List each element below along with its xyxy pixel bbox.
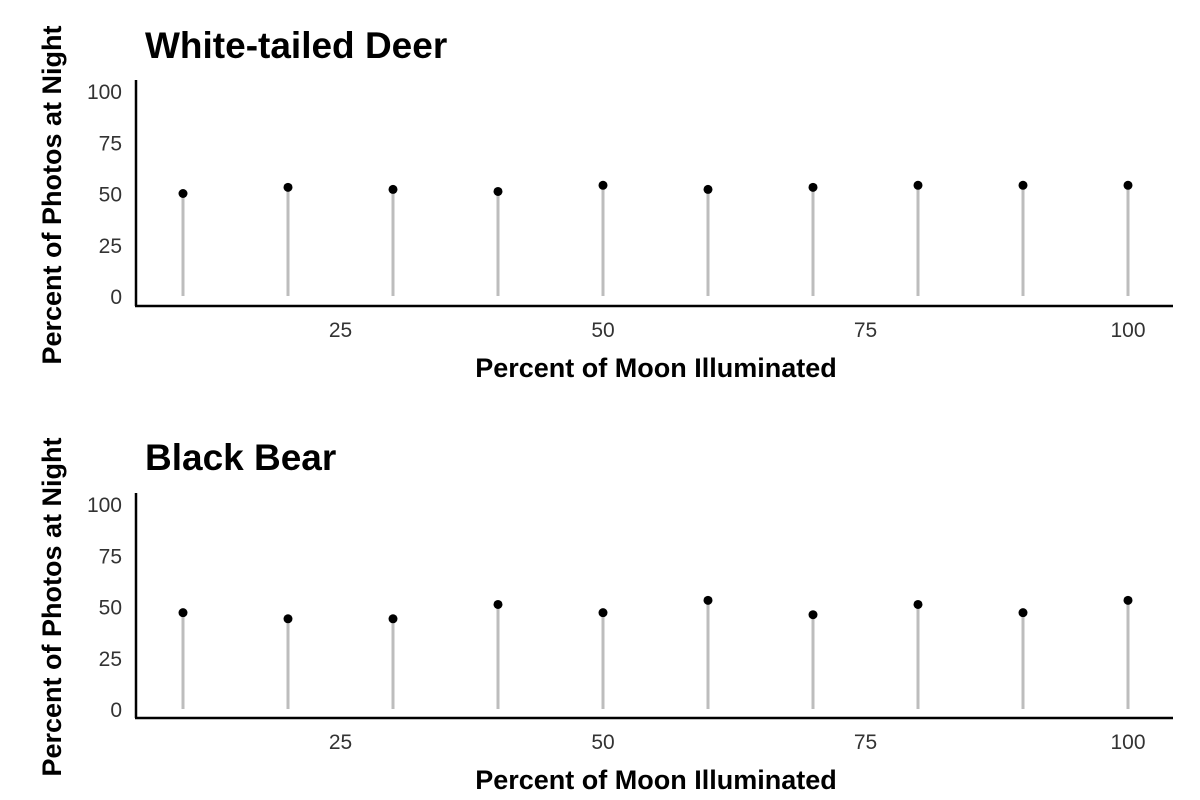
- y-tick-labels: 0 25 50 75 100: [87, 81, 122, 309]
- data-point: [703, 184, 713, 194]
- data-point: [283, 614, 293, 624]
- data-point: [703, 595, 713, 605]
- y-tick-label: 50: [99, 597, 122, 620]
- data-point: [913, 180, 923, 190]
- data-point: [388, 184, 398, 194]
- x-axis-label: Percent of Moon Illuminated: [475, 765, 837, 795]
- data-point: [913, 599, 923, 609]
- data-point: [283, 182, 293, 192]
- data-point: [178, 189, 188, 198]
- y-tick-label: 0: [110, 699, 122, 722]
- y-tick-labels: 0 25 50 75 100: [87, 494, 122, 722]
- x-tick-label: 75: [854, 731, 877, 754]
- data-point: [1123, 180, 1133, 190]
- data-point: [388, 614, 398, 624]
- x-axis-label: Percent of Moon Illuminated: [475, 353, 837, 383]
- data-point: [1123, 595, 1133, 605]
- x-tick-labels: 25 50 75 100: [329, 319, 1146, 342]
- x-tick-label: 100: [1110, 319, 1145, 342]
- y-axis-label: Percent of Photos at Night: [37, 25, 67, 364]
- chart-black-bear: Black Bear Percent of Photos at Night Pe…: [37, 437, 1173, 795]
- y-tick-label: 25: [99, 235, 122, 258]
- y-tick-label: 50: [99, 184, 122, 207]
- y-axis-label: Percent of Photos at Night: [37, 437, 67, 776]
- y-tick-label: 100: [87, 494, 122, 517]
- y-tick-label: 25: [99, 648, 122, 671]
- x-tick-label: 50: [591, 731, 614, 754]
- chart-title: White-tailed Deer: [145, 25, 447, 66]
- data-marks: [178, 595, 1133, 709]
- y-tick-label: 100: [87, 81, 122, 104]
- data-point: [493, 599, 503, 609]
- x-tick-label: 100: [1110, 731, 1145, 754]
- x-tick-label: 75: [854, 319, 877, 342]
- y-tick-label: 75: [99, 132, 122, 155]
- data-point: [808, 610, 818, 620]
- y-tick-label: 0: [110, 286, 122, 309]
- data-point: [808, 182, 818, 192]
- data-point: [1018, 180, 1028, 190]
- data-point: [493, 186, 503, 196]
- x-tick-label: 25: [329, 731, 352, 754]
- data-marks: [178, 180, 1133, 296]
- chart-title: Black Bear: [145, 437, 336, 478]
- x-tick-label: 50: [591, 319, 614, 342]
- data-point: [178, 608, 188, 618]
- data-point: [598, 608, 608, 618]
- chart-white-tailed-deer: White-tailed Deer Percent of Photos at N…: [37, 25, 1173, 383]
- data-point: [1018, 608, 1028, 618]
- data-point: [598, 180, 608, 190]
- x-tick-label: 25: [329, 319, 352, 342]
- y-tick-label: 75: [99, 545, 122, 568]
- x-tick-labels: 25 50 75 100: [329, 731, 1146, 754]
